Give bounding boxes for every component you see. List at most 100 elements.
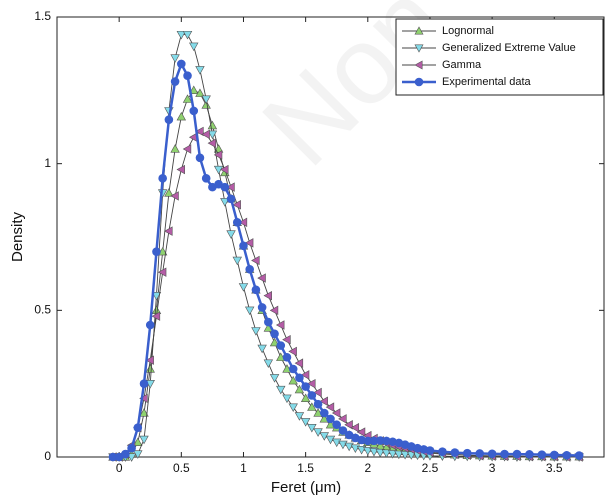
point [400, 450, 410, 460]
point [139, 435, 149, 445]
point [332, 420, 342, 430]
point [238, 217, 248, 228]
point [549, 450, 559, 460]
point [275, 320, 285, 330]
point [294, 412, 305, 421]
series-line [112, 130, 580, 458]
point [182, 144, 192, 154]
point [133, 423, 143, 432]
point [239, 241, 248, 251]
point [244, 238, 254, 248]
point [176, 164, 185, 175]
point [276, 385, 286, 395]
point [313, 399, 323, 409]
point [201, 95, 211, 104]
point [282, 352, 292, 362]
point [139, 379, 149, 388]
point [500, 449, 509, 459]
y-axis-title: Density [9, 211, 26, 262]
point [152, 247, 161, 256]
point [170, 54, 180, 63]
point [294, 384, 305, 394]
point [381, 449, 392, 459]
point [207, 138, 217, 148]
point [220, 164, 229, 175]
point [269, 337, 280, 347]
legend-text: Lognormal [442, 25, 494, 37]
point [182, 94, 193, 103]
point [201, 129, 210, 140]
point [475, 449, 484, 458]
point [319, 408, 329, 418]
point [331, 408, 341, 418]
point [157, 267, 167, 277]
point [139, 408, 149, 417]
point [307, 424, 317, 433]
x-tick-label: 3 [489, 461, 496, 475]
point [300, 393, 311, 402]
point [145, 355, 154, 365]
y-tick-label: 0.5 [34, 303, 51, 317]
x-tick-label: 2 [364, 461, 371, 475]
point [288, 403, 298, 412]
legend-marker [414, 77, 424, 87]
point [244, 306, 255, 316]
point [438, 447, 447, 457]
point [220, 198, 230, 207]
point [183, 71, 192, 80]
point [176, 111, 187, 121]
point [270, 329, 279, 339]
point [170, 77, 180, 86]
point [356, 427, 366, 437]
x-axis-title: Feret (μm) [271, 479, 341, 496]
point [288, 346, 297, 357]
point [238, 283, 249, 292]
point [294, 358, 304, 368]
x-tick-label: 1 [240, 461, 247, 475]
point [307, 391, 317, 400]
point [164, 188, 174, 197]
point [325, 402, 335, 412]
point [245, 264, 254, 274]
point [313, 387, 322, 398]
point [151, 311, 161, 321]
point [363, 447, 373, 456]
point [525, 450, 534, 459]
point [282, 334, 291, 345]
point [145, 364, 155, 373]
series-line [112, 60, 580, 459]
legend-text: Gamma [442, 59, 482, 71]
point [189, 42, 199, 52]
x-tick-label: 0 [116, 461, 123, 475]
point [295, 373, 304, 383]
point [251, 327, 261, 336]
point [213, 165, 224, 175]
y-tick-label: 0 [44, 449, 51, 463]
point [195, 153, 205, 163]
point [195, 66, 205, 75]
point [201, 174, 211, 183]
point [170, 191, 179, 201]
point [338, 414, 347, 424]
point [264, 317, 273, 327]
point [151, 292, 162, 301]
point [319, 396, 328, 406]
point [369, 448, 379, 457]
legend-marker [414, 26, 424, 35]
point [425, 446, 435, 455]
point [394, 450, 404, 460]
legend-marker [414, 44, 424, 53]
point [164, 226, 173, 236]
point [269, 374, 280, 383]
point [307, 378, 316, 389]
point [195, 88, 205, 97]
legend-text: Generalized Extreme Value [442, 42, 576, 54]
point [257, 303, 267, 312]
point [462, 448, 472, 458]
point [263, 290, 273, 301]
x-tick-label: 0.5 [173, 461, 190, 475]
point [220, 182, 230, 192]
point [207, 120, 218, 130]
y-tick-label: 1.5 [34, 9, 51, 23]
point [282, 394, 292, 404]
